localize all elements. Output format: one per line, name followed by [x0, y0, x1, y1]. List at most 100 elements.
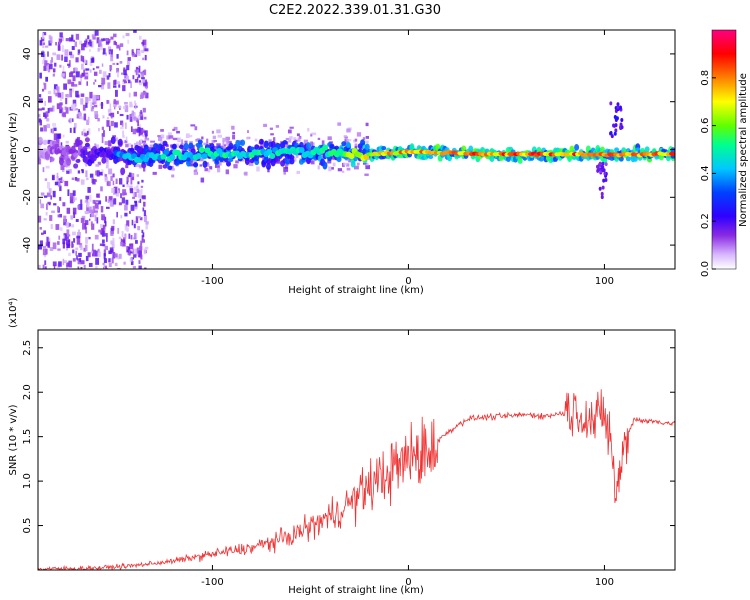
- spectrogram-cell: [50, 223, 53, 229]
- spectrogram-cell: [123, 67, 126, 72]
- spectrogram-cell: [118, 46, 121, 51]
- colorbar-tick-label: 0.0: [700, 261, 711, 277]
- spectrogram-cell: [72, 207, 77, 215]
- spectrogram-cell: [110, 51, 113, 58]
- spectrogram-cell: [289, 126, 294, 129]
- spectrogram-cell: [113, 85, 117, 88]
- spectrogram-cell: [74, 177, 78, 181]
- spectrogram-cell: [188, 142, 194, 149]
- spectrogram-cell: [105, 221, 107, 227]
- spectrogram-cell: [644, 146, 650, 153]
- spectrogram-cell: [231, 125, 235, 130]
- spectrogram-cell: [100, 38, 104, 42]
- spectrogram-cell: [96, 193, 100, 198]
- spectrogram-cell: [44, 253, 46, 258]
- spectrogram-cell: [110, 199, 114, 207]
- spectrogram-cell: [343, 162, 347, 166]
- spectrogram-cell: [332, 157, 336, 161]
- spectrogram-cell: [69, 127, 72, 133]
- spectrogram-cell: [135, 240, 138, 244]
- spectrogram-cell: [80, 55, 83, 62]
- spectrogram-cell: [38, 264, 41, 269]
- spectrogram-cell: [129, 103, 133, 108]
- spectrogram-cell: [67, 63, 71, 66]
- spectrogram-cell: [122, 184, 125, 187]
- spectrogram-cell: [86, 204, 90, 208]
- spectrogram-cell: [468, 145, 474, 153]
- spectrogram-cell: [310, 160, 315, 165]
- spectrogram-cell: [103, 249, 106, 257]
- spectrogram-cell: [108, 113, 112, 116]
- spectrogram-cell: [307, 128, 310, 132]
- spectrogram-cell: [125, 33, 130, 37]
- spectrogram-cell: [42, 248, 47, 256]
- spectrogram-cell: [55, 224, 60, 230]
- spectrogram-cell: [145, 224, 148, 230]
- spectrogram-cell: [59, 157, 65, 166]
- spectrogram-cell: [247, 130, 250, 134]
- spectrogram-cell: [211, 140, 216, 144]
- spectrogram-cell: [169, 154, 176, 161]
- spectrogram-cell: [362, 162, 368, 165]
- spectrogram-cell: [93, 201, 97, 204]
- spectrogram-cell: [196, 145, 200, 150]
- spectrogram-cell: [64, 106, 67, 110]
- spectrogram-cell: [93, 99, 97, 105]
- spectrogram-cell: [86, 130, 89, 135]
- spectrogram-cell: [47, 107, 50, 114]
- spectrogram-cell: [63, 83, 68, 90]
- spectrogram-cell: [298, 147, 305, 154]
- spectrogram-cell: [64, 180, 69, 187]
- spectrogram-cell: [612, 123, 616, 128]
- spectrogram-cell: [163, 148, 170, 155]
- spectrogram-cell: [116, 255, 120, 260]
- spectrogram-cell: [119, 178, 123, 185]
- spectrogram-cell: [82, 128, 86, 134]
- spectrogram-cell: [141, 239, 146, 243]
- spectrogram-cell: [52, 68, 56, 73]
- spectrogram-cell: [101, 83, 104, 87]
- spectrogram-cell: [68, 260, 72, 268]
- spectrogram-cell: [66, 262, 70, 267]
- spectrogram-cell: [124, 105, 129, 113]
- spectrogram-cell: [138, 65, 141, 73]
- spectrogram-cell: [65, 97, 68, 105]
- spectrogram-cell: [198, 147, 205, 154]
- spectrogram-cell: [233, 164, 238, 169]
- spectrogram-cell: [97, 47, 100, 52]
- spectrogram-cell: [72, 75, 76, 82]
- spectrogram-cell: [46, 236, 49, 243]
- spectrogram-cell: [126, 246, 130, 253]
- spectrogram-cell: [127, 39, 130, 44]
- spectrogram-cell: [40, 192, 45, 196]
- spectrogram-cell: [60, 36, 64, 42]
- spectrogram-cell: [58, 178, 62, 181]
- spectrogram-cell: [140, 188, 143, 195]
- spectrogram-cell: [132, 191, 135, 199]
- spectrogram-cell: [91, 34, 96, 38]
- spectrogram-cell: [139, 198, 142, 203]
- spectrogram-cell: [49, 157, 55, 162]
- spectrogram-cell: [62, 242, 65, 249]
- snr-x-tick-label: 0: [405, 577, 411, 588]
- colorbar-tick-label: 0.4: [700, 165, 711, 181]
- spectrogram-cell: [256, 166, 260, 172]
- spectrogram-cell: [293, 137, 297, 141]
- spectrogram-cell: [105, 52, 107, 56]
- spectrogram-cell: [68, 65, 70, 68]
- spectrogram-cell: [42, 139, 48, 146]
- spectrogram-cell: [136, 119, 139, 123]
- spectrogram-cell: [263, 140, 269, 149]
- spectrogram-cell: [46, 203, 48, 210]
- spectrogram-cell: [95, 179, 97, 182]
- spectrogram-cell: [108, 196, 113, 202]
- spectrogram-cell: [235, 139, 241, 148]
- spectrogram-cell: [85, 170, 88, 178]
- spectrogram-cell: [42, 32, 44, 39]
- spectrogram-cell: [83, 113, 87, 121]
- spectrogram-cell: [59, 185, 62, 192]
- spectrogram-cell: [244, 171, 248, 176]
- spectrogram-cell: [77, 53, 80, 56]
- spectrogram-cell: [53, 127, 57, 132]
- spectrogram-cell: [92, 199, 95, 204]
